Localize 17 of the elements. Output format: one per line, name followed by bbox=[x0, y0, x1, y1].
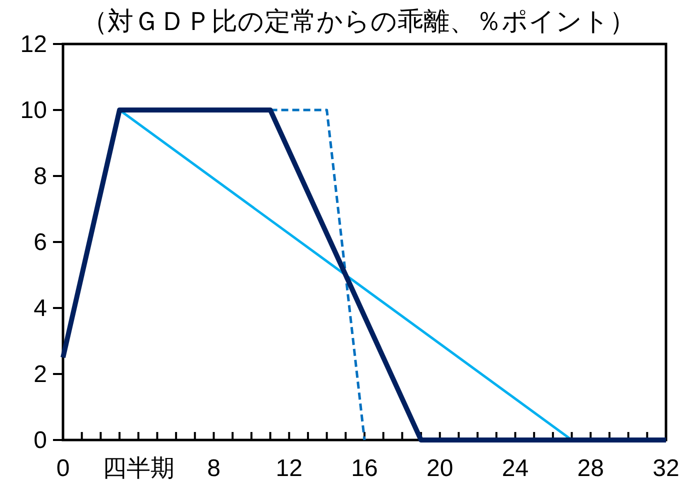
x-tick-label: 20 bbox=[426, 455, 454, 482]
y-tick-label: 8 bbox=[34, 163, 47, 190]
title: （対ＧＤＰ比の定常からの乖離、％ポイント） bbox=[82, 6, 636, 36]
x-tick-label: 0 bbox=[56, 455, 70, 482]
y-tick-label: 2 bbox=[34, 361, 47, 388]
x-tick-label: 24 bbox=[502, 455, 529, 482]
y-tick-label: 4 bbox=[34, 295, 47, 322]
x-tick-label: 四半期 bbox=[102, 455, 174, 482]
y-tick-label: 6 bbox=[34, 229, 47, 256]
y-tick-label: 12 bbox=[20, 31, 47, 58]
y-tick-label: 10 bbox=[20, 97, 47, 124]
x-tick-label: 16 bbox=[351, 455, 378, 482]
x-tick-label: 8 bbox=[207, 455, 220, 482]
y-tick-label: 0 bbox=[34, 427, 47, 454]
x-tick-label: 28 bbox=[577, 455, 604, 482]
x-tick-label: 32 bbox=[652, 455, 680, 482]
x-tick-label: 12 bbox=[276, 455, 302, 482]
